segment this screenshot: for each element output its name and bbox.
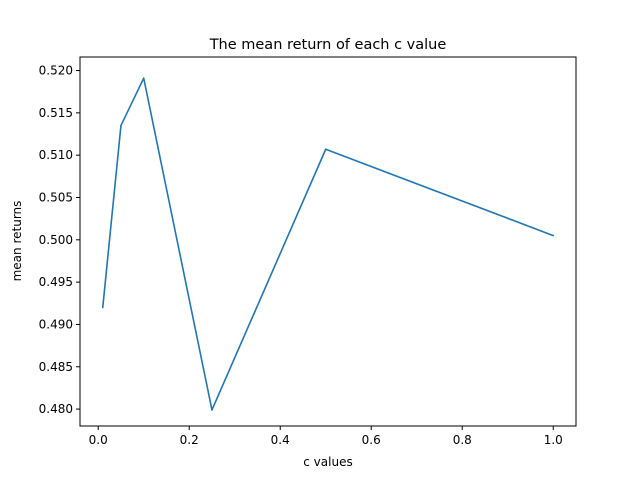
x-tick-label: 1.0	[544, 433, 563, 447]
data-point	[120, 124, 122, 127]
series-layer	[101, 77, 555, 411]
y-tick-label: 0.480	[39, 402, 73, 416]
x-tick-label: 0.8	[453, 433, 472, 447]
data-point	[101, 306, 104, 309]
y-tick-label: 0.505	[39, 190, 73, 204]
x-tick-label: 0.6	[362, 433, 381, 447]
y-tick-label: 0.500	[39, 233, 73, 247]
data-point	[211, 409, 213, 411]
y-tick-label: 0.520	[39, 64, 73, 78]
x-tick-label: 0.2	[180, 433, 199, 447]
y-axis-label: mean returns	[10, 201, 24, 282]
x-tick-label: 0.4	[271, 433, 290, 447]
series-line-0	[101, 77, 554, 411]
chart-title: The mean return of each c value	[209, 37, 447, 53]
y-tick-label: 0.510	[39, 148, 73, 162]
data-point	[142, 77, 145, 79]
y-tick-label: 0.490	[39, 317, 73, 331]
y-tick-label: 0.495	[39, 275, 73, 289]
x-axis: 0.0 0.2 0.4 0.6 0.8 1.0	[89, 426, 563, 447]
y-tick-label: 0.515	[39, 106, 73, 120]
y-axis: 0.480 0.485 0.490 0.495 0.500 0.505 0.510 0.515…	[39, 64, 80, 416]
data-point	[552, 234, 555, 237]
x-tick-label: 0.0	[89, 433, 108, 447]
data-point	[324, 148, 327, 151]
y-tick-label: 0.485	[39, 360, 73, 374]
x-axis-label: c values	[303, 455, 352, 469]
plot-area-frame	[79, 56, 577, 427]
